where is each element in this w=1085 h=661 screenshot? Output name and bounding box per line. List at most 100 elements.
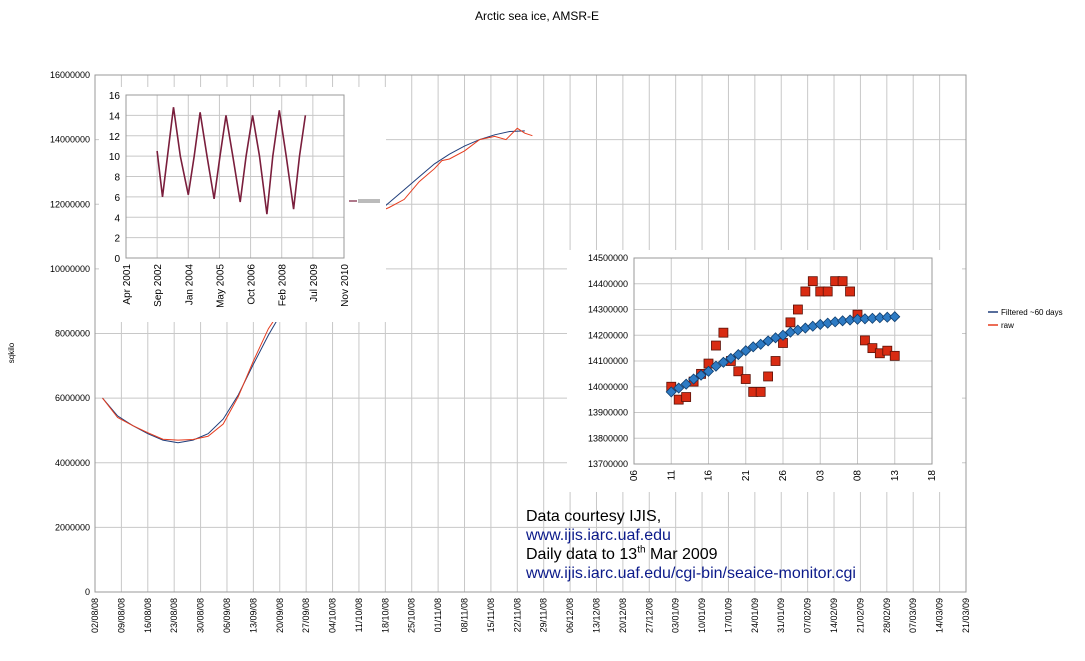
y-tick-label: 10000000 bbox=[50, 264, 90, 274]
inset-recent-x-tick-label: 11 bbox=[666, 470, 677, 481]
chart-title: Arctic sea ice, AMSR-E bbox=[475, 9, 599, 23]
credit-line-3: Daily data to 13th Mar 2009 bbox=[526, 545, 856, 564]
raw-point bbox=[785, 317, 796, 328]
filtered-point bbox=[695, 369, 707, 381]
inset-recent-x-tick-label: 16 bbox=[704, 470, 715, 482]
inset-longterm-x-tick-label: Sep 2002 bbox=[153, 264, 164, 307]
x-tick-label: 20/09/08 bbox=[275, 598, 285, 633]
inset-longterm-legend-label bbox=[358, 199, 380, 203]
inset-longterm-x-tick-label: Jan 2004 bbox=[184, 264, 195, 306]
inset-longterm-y-tick-label: 16 bbox=[109, 91, 121, 102]
raw-point bbox=[845, 286, 855, 297]
x-tick-label: 24/01/09 bbox=[750, 598, 760, 633]
inset-longterm-y-tick-label: 6 bbox=[114, 193, 120, 204]
raw-point bbox=[822, 286, 833, 297]
inset-recent-x-tick-label: 18 bbox=[927, 470, 938, 482]
x-tick-label: 30/08/08 bbox=[196, 598, 206, 633]
x-tick-label: 29/11/08 bbox=[539, 598, 549, 632]
inset-recent-y-tick-label: 13800000 bbox=[588, 433, 628, 443]
x-tick-label: 04/10/08 bbox=[328, 598, 338, 633]
raw-point bbox=[793, 304, 803, 315]
x-tick-label: 31/01/09 bbox=[776, 598, 786, 633]
raw-point bbox=[718, 327, 729, 338]
y-tick-label: 14000000 bbox=[50, 135, 90, 145]
inset-recent-y-tick-label: 14200000 bbox=[588, 330, 628, 340]
x-tick-label: 08/11/08 bbox=[460, 598, 470, 632]
y-tick-label: 2000000 bbox=[55, 522, 90, 532]
x-tick-label: 06/09/08 bbox=[222, 598, 232, 633]
x-tick-label: 27/12/08 bbox=[644, 598, 654, 633]
filtered-point bbox=[688, 373, 700, 385]
inset-recent-y-tick-label: 14000000 bbox=[588, 382, 628, 392]
x-tick-label: 22/11/08 bbox=[512, 598, 522, 632]
raw-point bbox=[770, 356, 781, 366]
raw-point bbox=[860, 335, 870, 346]
x-tick-label: 11/10/08 bbox=[354, 598, 364, 632]
raw-point bbox=[740, 374, 751, 384]
credit-line-1: Data courtesy IJIS, bbox=[526, 508, 662, 525]
y-tick-label: 4000000 bbox=[55, 458, 90, 468]
raw-point bbox=[800, 286, 811, 297]
inset-longterm-y-tick-label: 12 bbox=[109, 132, 121, 143]
x-tick-label: 21/02/09 bbox=[855, 598, 865, 633]
inset-longterm-y-tick-label: 0 bbox=[114, 254, 120, 265]
filtered-point bbox=[732, 348, 744, 361]
inset-recent-x-tick-label: 03 bbox=[815, 470, 826, 482]
raw-point bbox=[681, 392, 692, 402]
x-tick-label: 07/03/09 bbox=[908, 598, 918, 633]
x-tick-label: 06/12/08 bbox=[565, 598, 575, 633]
x-tick-label: 07/02/09 bbox=[803, 598, 813, 633]
x-tick-label: 16/08/08 bbox=[143, 598, 153, 633]
inset-recent-frame bbox=[633, 257, 933, 465]
inset-longterm-y-tick-label: 8 bbox=[114, 173, 120, 184]
inset-longterm-x-tick-label: Apr 2001 bbox=[122, 264, 133, 305]
filtered-point bbox=[710, 360, 722, 372]
inset-longterm-series-line bbox=[156, 107, 307, 215]
inset-longterm-y-tick-label: 14 bbox=[109, 111, 121, 122]
credit-date-rest: Mar 2009 bbox=[645, 546, 718, 563]
inset-longterm-x-tick-label: Oct 2006 bbox=[247, 264, 258, 305]
inset-longterm-y-tick-label: 10 bbox=[109, 152, 121, 163]
y-axis-label: sqkilo bbox=[7, 342, 16, 363]
inset-longterm-x-tick-label: May 2005 bbox=[215, 264, 226, 308]
credit-url-2[interactable]: www.ijis.iarc.uaf.edu/cgi-bin/seaice-mon… bbox=[526, 565, 856, 582]
inset-recent-y-tick-label: 13900000 bbox=[588, 408, 628, 418]
x-tick-label: 15/11/08 bbox=[486, 598, 496, 632]
raw-point bbox=[889, 350, 900, 361]
x-tick-label: 17/01/09 bbox=[723, 598, 733, 633]
x-tick-label: 10/01/09 bbox=[697, 598, 707, 633]
raw-point bbox=[755, 386, 766, 397]
inset-recent-x-tick-label: 13 bbox=[890, 470, 901, 482]
x-tick-label: 09/08/08 bbox=[116, 598, 126, 633]
filtered-point bbox=[755, 338, 767, 350]
credit-url-1[interactable]: www.ijis.iarc.uaf.edu bbox=[526, 527, 671, 544]
y-tick-label: 8000000 bbox=[55, 329, 90, 339]
filtered-point bbox=[673, 382, 685, 394]
filtered-point bbox=[665, 386, 677, 398]
inset-recent-x-tick-label: 06 bbox=[629, 470, 640, 482]
y-tick-label: 16000000 bbox=[50, 70, 90, 80]
x-tick-label: 14/03/09 bbox=[935, 598, 945, 633]
raw-point bbox=[763, 371, 773, 382]
filtered-point bbox=[740, 345, 752, 357]
inset-recent-y-tick-label: 14500000 bbox=[588, 253, 628, 263]
filtered-point bbox=[702, 365, 715, 377]
inset-recent-x-tick-label: 21 bbox=[741, 470, 752, 482]
filtered-point bbox=[680, 378, 692, 390]
raw-point bbox=[733, 366, 744, 377]
inset-longterm-y-tick-label: 2 bbox=[114, 234, 120, 245]
inset-longterm-background bbox=[99, 87, 386, 322]
inset-longterm-x-tick-label: Nov 2010 bbox=[340, 264, 351, 307]
x-tick-label: 03/01/09 bbox=[671, 598, 681, 633]
data-credit: Data courtesy IJIS, www.ijis.iarc.uaf.ed… bbox=[526, 507, 856, 583]
y-tick-label: 12000000 bbox=[50, 199, 90, 209]
x-tick-label: 14/02/09 bbox=[829, 598, 839, 633]
raw-point bbox=[867, 343, 878, 354]
x-tick-label: 20/12/08 bbox=[618, 598, 628, 633]
inset-recent-background bbox=[567, 250, 962, 492]
filtered-point bbox=[889, 311, 901, 323]
inset-longterm-x-tick-label: Feb 2008 bbox=[278, 264, 289, 307]
raw-point bbox=[882, 345, 893, 356]
inset-recent-y-tick-label: 14400000 bbox=[588, 279, 628, 289]
